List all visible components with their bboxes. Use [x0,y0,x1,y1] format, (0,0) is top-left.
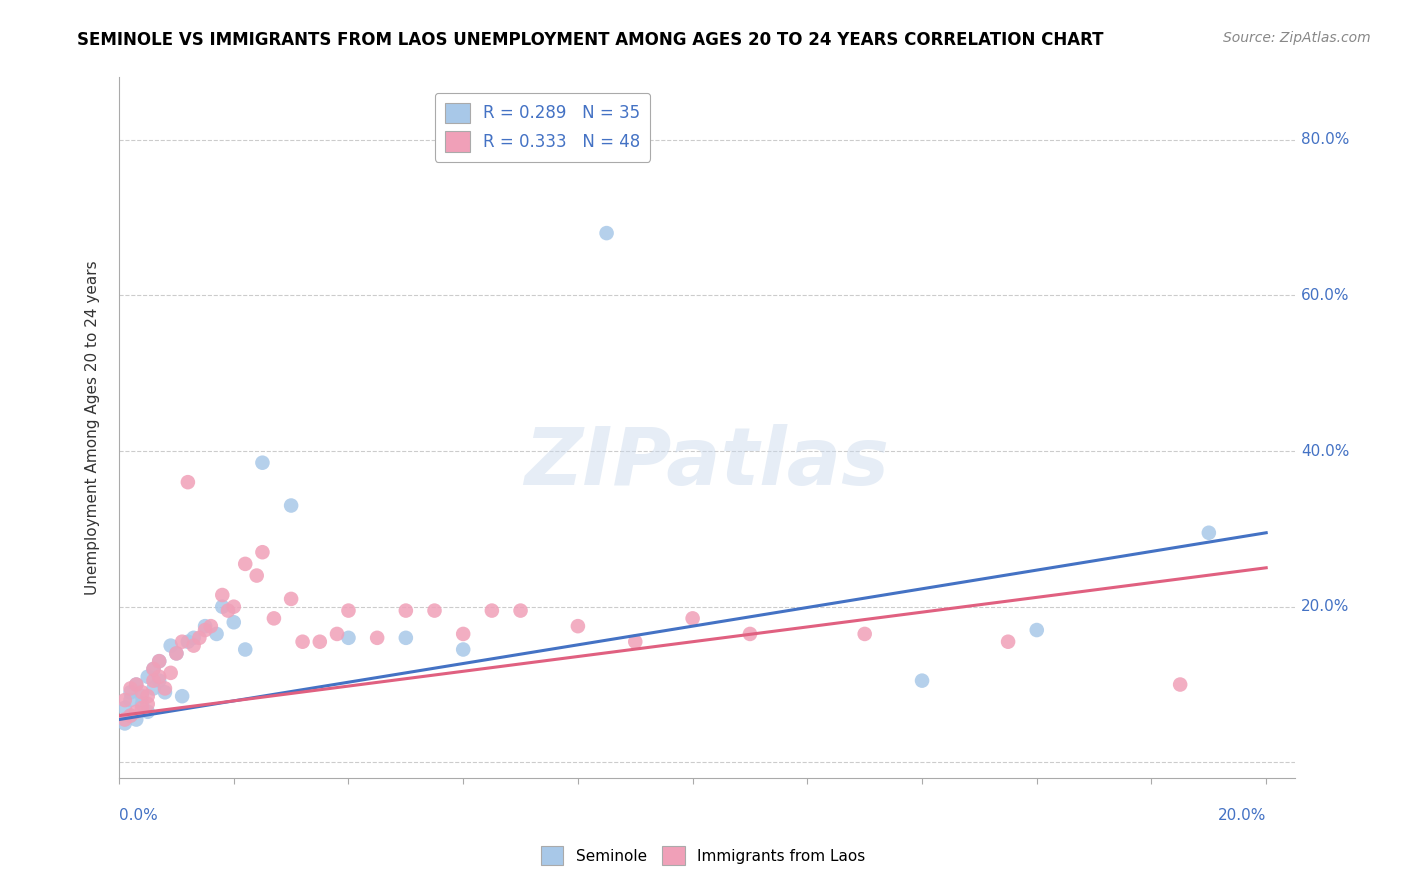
Point [911,673,934,688]
Point [252,456,274,470]
Point [120,693,142,707]
Point [200,619,222,633]
Point [125,713,148,727]
Point [509,604,531,618]
Point [125,677,148,691]
Point [177,634,200,648]
Point [114,716,136,731]
Point [136,670,159,684]
Point [451,627,474,641]
Point [451,642,474,657]
Point [337,631,360,645]
Point [423,604,446,618]
Point [159,639,181,653]
Point [326,627,349,641]
Point [246,568,269,582]
Point [131,685,153,699]
Point [114,701,136,715]
Text: 20.0%: 20.0% [1301,599,1350,615]
Point [177,475,200,490]
Point [1168,677,1191,691]
Text: Source: ZipAtlas.com: Source: ZipAtlas.com [1223,31,1371,45]
Text: 20.0%: 20.0% [1218,808,1267,823]
Y-axis label: Unemployment Among Ages 20 to 24 years: Unemployment Among Ages 20 to 24 years [86,260,100,595]
Point [148,673,170,688]
Point [136,705,159,719]
Point [142,673,165,688]
Text: 80.0%: 80.0% [1301,132,1350,147]
Point [188,631,211,645]
Point [131,701,153,715]
Point [366,631,388,645]
Point [997,634,1019,648]
Point [682,611,704,625]
Point [142,681,165,696]
Point [222,599,245,614]
Point [165,647,187,661]
Point [222,615,245,630]
Text: SEMINOLE VS IMMIGRANTS FROM LAOS UNEMPLOYMENT AMONG AGES 20 TO 24 YEARS CORRELAT: SEMINOLE VS IMMIGRANTS FROM LAOS UNEMPLO… [77,31,1104,49]
Point [165,647,187,661]
Point [337,604,360,618]
Point [183,631,205,645]
Point [159,665,181,680]
Point [567,619,589,633]
Point [481,604,503,618]
Point [211,588,233,602]
Point [853,627,876,641]
Point [395,631,418,645]
Text: ZIPatlas: ZIPatlas [524,424,890,501]
Point [148,654,170,668]
Point [395,604,418,618]
Point [280,499,302,513]
Point [120,681,142,696]
Point [738,627,761,641]
Point [125,705,148,719]
Point [280,591,302,606]
Point [136,689,159,703]
Point [595,226,617,240]
Point [291,634,314,648]
Point [624,634,647,648]
Text: 0.0%: 0.0% [120,808,157,823]
Legend: Seminole, Immigrants from Laos: Seminole, Immigrants from Laos [534,840,872,871]
Point [114,713,136,727]
Point [233,557,256,571]
Point [1025,623,1047,637]
Point [120,708,142,723]
Point [263,611,285,625]
Text: 40.0%: 40.0% [1301,443,1350,458]
Point [233,642,256,657]
Point [148,654,170,668]
Point [1198,525,1220,540]
Point [217,604,239,618]
Point [120,685,142,699]
Point [308,634,330,648]
Point [172,634,194,648]
Point [153,681,176,696]
Point [153,685,176,699]
Legend: R = 0.289   N = 35, R = 0.333   N = 48: R = 0.289 N = 35, R = 0.333 N = 48 [434,93,650,161]
Point [136,697,159,711]
Point [194,623,217,637]
Point [211,599,233,614]
Point [131,689,153,703]
Point [125,677,148,691]
Point [194,619,217,633]
Point [131,697,153,711]
Point [142,662,165,676]
Text: 60.0%: 60.0% [1301,288,1350,303]
Point [114,693,136,707]
Point [252,545,274,559]
Point [172,689,194,703]
Point [142,662,165,676]
Point [205,627,228,641]
Point [148,670,170,684]
Point [120,708,142,723]
Point [183,639,205,653]
